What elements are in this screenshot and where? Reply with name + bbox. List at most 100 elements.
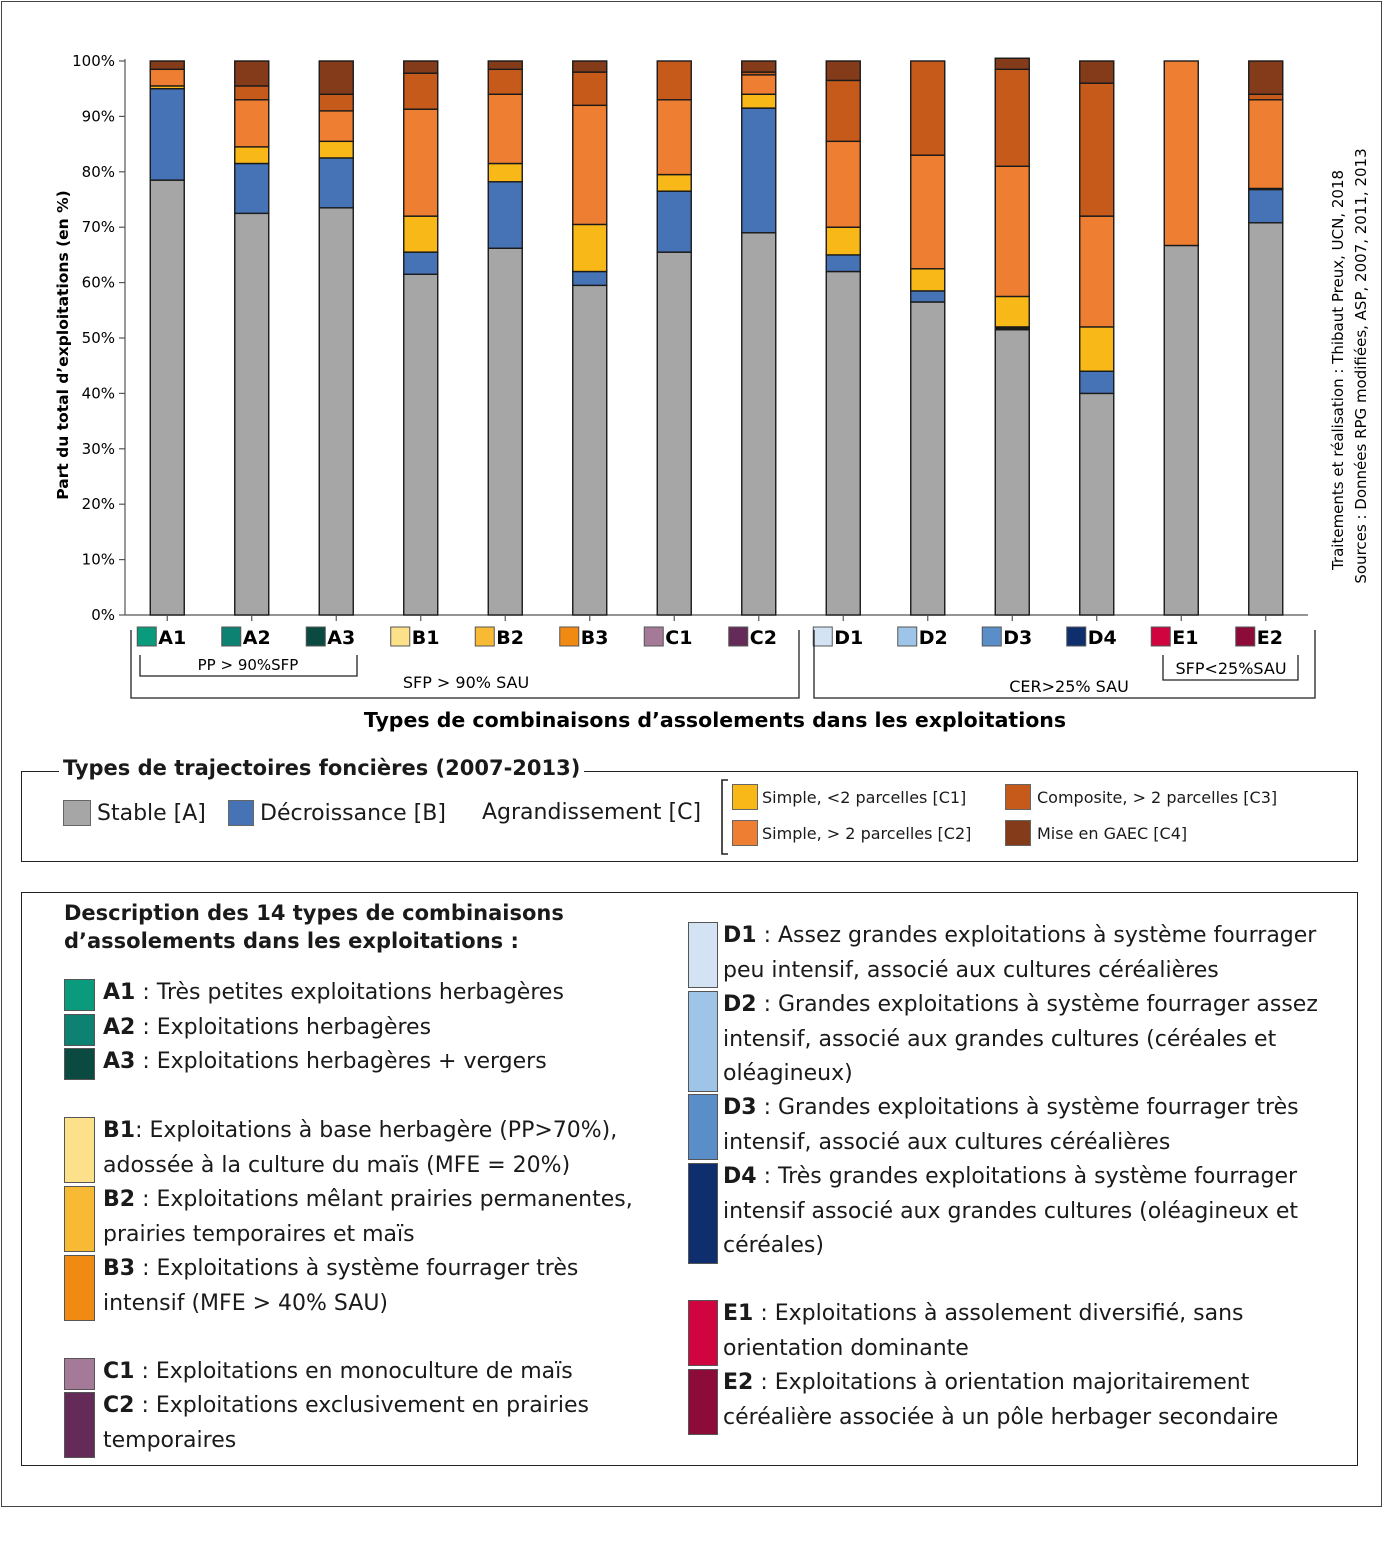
description-line: A2 : Exploitations herbagères [103,1015,432,1040]
legend-agrandissement: Agrandissement [C] [482,800,701,825]
description-item-d1: D1 : Assez grandes exploitations à systè… [723,919,1316,988]
category-swatch-a3 [305,626,326,647]
legend-c2-label: Simple, > 2 parcelles [C2] [762,823,972,843]
description-line: B1: Exploitations à base herbagère (PP>7… [103,1118,618,1143]
description-swatch-e2 [688,1369,718,1435]
bar-segment-e2 [1248,99,1284,190]
bar-segment-b3 [572,284,608,616]
description-swatch-d2 [688,991,718,1092]
description-title-line2: d’assolements dans les exploitations : [64,929,519,953]
description-code: B2 [103,1187,136,1212]
legend-c3: Composite, > 2 parcelles [C3] [1005,784,1277,810]
group-label-sfp: SFP > 90% SAU [403,673,529,692]
trajectory-legend-box [21,771,1358,862]
category-swatch-d2 [897,626,918,647]
description-code: B3 [103,1256,136,1281]
category-label-a3: A3 [327,627,355,649]
bar-segment-c1 [656,190,692,253]
description-line: E2 : Exploitations à orientation majorit… [723,1370,1250,1395]
bracket-cer [813,630,1316,699]
description-line: oléagineux) [723,1061,853,1086]
description-item-e1: E1 : Exploitations à assolement diversif… [723,1297,1244,1366]
description-line: D2 : Grandes exploitations à système fou… [723,992,1318,1017]
description-line: temporaires [103,1427,237,1453]
legend-stable-label: Stable [A] [97,800,206,826]
description-code: C1 [103,1359,135,1384]
category-label-a2: A2 [243,627,271,649]
description-swatch-a2 [64,1014,95,1046]
description-swatch-a1 [64,979,95,1011]
category-label-b2: B2 [496,627,524,649]
description-code: D4 [723,1164,757,1189]
description-line: peu intensif, associé aux cultures céréa… [723,957,1219,983]
description-item-b1: B1: Exploitations à base herbagère (PP>7… [103,1114,617,1183]
description-title: Description des 14 types de combinaisons… [64,899,564,955]
description-swatch-b1 [64,1117,95,1183]
bar-segment-b3 [572,60,608,73]
description-swatch-d4 [688,1163,718,1264]
description-line: céréales) [723,1233,824,1258]
description-line: intensif, associé aux grandes cultures (… [723,1026,1277,1052]
description-code: A3 [103,1049,136,1074]
description-code: D1 [723,923,757,948]
legend-decroissance: Décroissance [B] [228,800,446,826]
bar-segment-b2 [487,60,523,71]
description-line: B2 : Exploitations mêlant prairies perma… [103,1187,633,1212]
description-item-a3: A3 : Exploitations herbagères + vergers [103,1045,547,1080]
description-swatch-d1 [688,922,718,988]
category-swatch-e1 [1150,626,1171,647]
description-line: C1 : Exploitations en monoculture de maï… [103,1359,573,1384]
description-line: E1 : Exploitations à assolement diversif… [723,1301,1244,1326]
bar-segment-a1 [149,87,185,181]
legend-c4: Mise en GAEC [C4] [1005,820,1187,846]
bar-segment-b2 [487,181,523,249]
agrandissement-brace [721,779,728,855]
bar-segment-b1 [403,60,439,74]
description-line: adossée à la culture du maïs (MFE = 20%) [103,1152,571,1178]
bar-segment-c2 [741,93,777,109]
description-code: A1 [103,980,136,1005]
description-swatch-a3 [64,1048,95,1080]
legend-c1: Simple, <2 parcelles [C1] [732,784,966,810]
category-swatch-b2 [474,626,495,647]
bar-segment-d1 [825,226,861,256]
legend-decroissance-label: Décroissance [B] [260,800,446,826]
category-label-d2: D2 [919,627,948,649]
bar-segment-d4 [1079,60,1115,84]
category-swatch-c2 [728,626,749,647]
bar-segment-a1 [149,60,185,71]
description-item-a1: A1 : Très petites exploitations herbagèr… [103,976,564,1011]
bar-segment-c2 [741,232,777,616]
bar-segment-e1 [1163,60,1199,247]
category-label-b1: B1 [412,627,440,649]
bar-segment-d3 [994,57,1030,71]
y-tick-label: 10% [82,551,115,569]
swatch-stable [63,800,91,826]
bar-segment-a1 [149,68,185,87]
description-code: E1 [723,1301,754,1326]
figure-frame [1,1,1382,1507]
category-swatch-b1 [390,626,411,647]
bar-segment-d1 [825,79,861,143]
bar-segment-d1 [825,60,861,82]
description-title-line1: Description des 14 types de combinaisons [64,901,564,925]
description-line: intensif (MFE > 40% SAU) [103,1290,389,1316]
description-code: D2 [723,992,757,1017]
stacked-bar-chart: 0% 10% 20% 30% 40% 50% 60% 70% 80% 90% 100% A1 A2 A3… [54,52,1370,732]
y-tick-label: 60% [82,274,115,292]
bar-segment-b2 [487,93,523,165]
description-item-c1: C1 : Exploitations en monoculture de maï… [103,1355,573,1390]
bar-segment-d4 [1079,370,1115,395]
y-tick-label: 100% [72,52,115,70]
y-tick-label: 20% [82,495,115,513]
y-tick-label: 80% [82,163,115,181]
bar-segment-d2 [910,154,946,270]
bracket-e [1162,655,1299,681]
category-label-d1: D1 [834,627,863,649]
group-label-cer: CER>25% SAU [1009,677,1129,696]
bar-segment-d4 [1079,326,1115,372]
y-tick-label: 50% [82,329,115,347]
bar-segment-b3 [572,223,608,273]
description-swatch-c2 [64,1392,95,1458]
description-code: D3 [723,1095,757,1120]
